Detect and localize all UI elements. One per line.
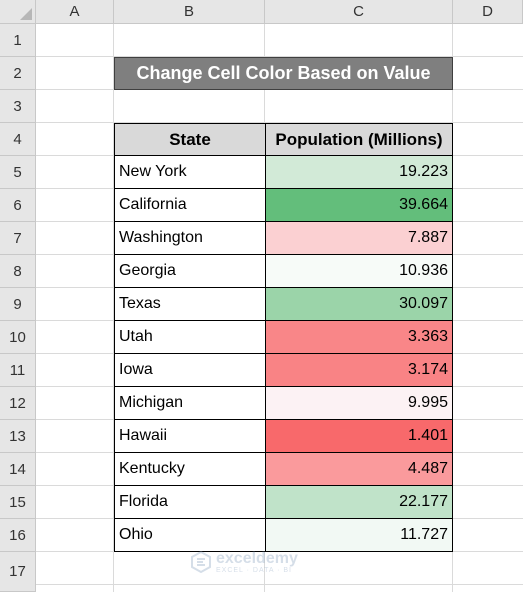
- row-header-11[interactable]: 11: [0, 354, 36, 387]
- select-all-triangle-icon: [20, 8, 32, 20]
- row-header-9[interactable]: 9: [0, 288, 36, 321]
- row-header-1[interactable]: 1: [0, 24, 36, 57]
- row-header-6[interactable]: 6: [0, 189, 36, 222]
- row-header-5[interactable]: 5: [0, 156, 36, 189]
- row-header-13[interactable]: 13: [0, 420, 36, 453]
- row-header-15[interactable]: 15: [0, 486, 36, 519]
- state-cell[interactable]: Florida: [114, 485, 266, 519]
- state-cell[interactable]: Kentucky: [114, 452, 266, 486]
- column-header-c[interactable]: C: [265, 0, 453, 24]
- population-cell[interactable]: 4.487: [265, 452, 453, 486]
- row-header-17[interactable]: 17: [0, 552, 36, 592]
- row-header-16[interactable]: 16: [0, 519, 36, 552]
- row-gridline: [36, 584, 523, 585]
- select-all-corner[interactable]: [0, 0, 36, 24]
- population-cell[interactable]: 9.995: [265, 386, 453, 420]
- column-header-a[interactable]: A: [36, 0, 114, 24]
- population-cell[interactable]: 3.174: [265, 353, 453, 387]
- state-cell[interactable]: Washington: [114, 221, 266, 255]
- row-header-2[interactable]: 2: [0, 57, 36, 90]
- watermark-brand: exceldemy: [216, 549, 298, 567]
- row-gridline: [36, 122, 523, 123]
- state-cell[interactable]: Georgia: [114, 254, 266, 288]
- population-cell[interactable]: 11.727: [265, 518, 453, 552]
- state-cell[interactable]: Texas: [114, 287, 266, 321]
- population-cell[interactable]: 22.177: [265, 485, 453, 519]
- row-header-12[interactable]: 12: [0, 387, 36, 420]
- row-header-3[interactable]: 3: [0, 90, 36, 123]
- row-header-8[interactable]: 8: [0, 255, 36, 288]
- population-cell[interactable]: 19.223: [265, 155, 453, 189]
- population-cell[interactable]: 7.887: [265, 221, 453, 255]
- column-header-b[interactable]: B: [114, 0, 265, 24]
- population-cell[interactable]: 10.936: [265, 254, 453, 288]
- row-header-7[interactable]: 7: [0, 222, 36, 255]
- population-cell[interactable]: 30.097: [265, 287, 453, 321]
- row-gridline: [36, 56, 523, 57]
- column-header-d[interactable]: D: [453, 0, 523, 24]
- row-header-10[interactable]: 10: [0, 321, 36, 354]
- header-state[interactable]: State: [114, 123, 266, 157]
- state-cell[interactable]: New York: [114, 155, 266, 189]
- header-population[interactable]: Population (Millions): [265, 123, 453, 157]
- exceldemy-logo-icon: [191, 551, 211, 573]
- state-cell[interactable]: Michigan: [114, 386, 266, 420]
- state-cell[interactable]: Ohio: [114, 518, 266, 552]
- state-cell[interactable]: Iowa: [114, 353, 266, 387]
- state-cell[interactable]: Hawaii: [114, 419, 266, 453]
- row-header-4[interactable]: 4: [0, 123, 36, 156]
- population-cell[interactable]: 3.363: [265, 320, 453, 354]
- row-header-14[interactable]: 14: [0, 453, 36, 486]
- population-cell[interactable]: 39.664: [265, 188, 453, 222]
- column-gridline: [113, 24, 114, 592]
- state-cell[interactable]: California: [114, 188, 266, 222]
- watermark-tagline: EXCEL · DATA · BI: [216, 566, 292, 574]
- title-cell[interactable]: Change Cell Color Based on Value: [114, 57, 453, 90]
- state-cell[interactable]: Utah: [114, 320, 266, 354]
- population-cell[interactable]: 1.401: [265, 419, 453, 453]
